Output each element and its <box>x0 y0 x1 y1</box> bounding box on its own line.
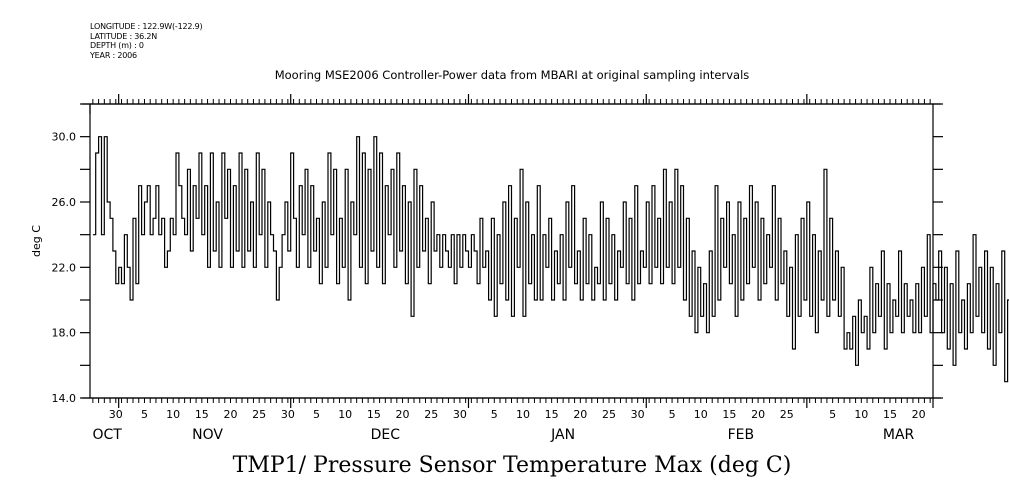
y-axis-label: deg C <box>30 225 43 257</box>
month-label: NOV <box>192 427 223 443</box>
x-tick-label: 30 <box>281 408 295 421</box>
x-tick-label: 5 <box>491 408 498 421</box>
x-tick-label: 10 <box>854 408 868 421</box>
x-tick-label: 25 <box>424 408 438 421</box>
x-tick-label: 10 <box>338 408 352 421</box>
x-tick-label: 25 <box>602 408 616 421</box>
x-tick-label: 10 <box>694 408 708 421</box>
x-tick-label: 20 <box>573 408 587 421</box>
month-label: JAN <box>550 427 575 443</box>
x-tick-label: 20 <box>224 408 238 421</box>
chart-title: Mooring MSE2006 Controller-Power data fr… <box>274 68 750 82</box>
x-tick-label: 10 <box>166 408 180 421</box>
y-tick-label: 26.0 <box>52 196 77 209</box>
y-tick-label: 30.0 <box>52 131 77 144</box>
x-tick-label: 15 <box>722 408 736 421</box>
axes <box>80 94 943 408</box>
year-text: YEAR : 2006 <box>90 50 137 60</box>
month-label: FEB <box>728 427 755 443</box>
x-tick-label: 5 <box>141 408 148 421</box>
month-label: MAR <box>883 427 915 443</box>
series-line-tmp1 <box>92 136 1009 383</box>
latitude-text: LATITUDE : 36.2N <box>90 31 158 41</box>
x-tick-label: 25 <box>780 408 794 421</box>
y-tick-label: 22.0 <box>52 261 77 274</box>
depth-text: DEPTH (m) : 0 <box>90 41 144 50</box>
x-tick-label: 30 <box>109 408 123 421</box>
labels-group: 14.0 18.0 22.0 26.0 30.0 deg C 30 5 10 15 20 25 30 5 1… <box>30 131 926 443</box>
x-axis-title: TMP1/ Pressure Sensor Temperature Max (d… <box>232 453 792 478</box>
x-tick-label: 5 <box>829 408 836 421</box>
x-tick-label: 15 <box>545 408 559 421</box>
x-tick-label: 20 <box>751 408 765 421</box>
x-tick-label: 25 <box>252 408 266 421</box>
metadata-block: LONGITUDE : 122.9W(-122.9) LATITUDE : 36… <box>90 22 203 60</box>
x-tick-label: 5 <box>313 408 320 421</box>
x-tick-label: 20 <box>396 408 410 421</box>
x-tick-label: 15 <box>367 408 381 421</box>
x-tick-label: 10 <box>516 408 530 421</box>
x-tick-label: 15 <box>195 408 209 421</box>
x-tick-label: 5 <box>669 408 676 421</box>
x-tick-label: 30 <box>631 408 645 421</box>
longitude-text: LONGITUDE : 122.9W(-122.9) <box>90 22 203 31</box>
month-label: DEC <box>371 427 401 443</box>
x-tick-label: 30 <box>453 408 467 421</box>
x-tick-label: 15 <box>883 408 897 421</box>
y-tick-label: 14.0 <box>52 392 77 405</box>
month-label: OCT <box>93 427 123 443</box>
series-group <box>92 136 1009 383</box>
y-tick-label: 18.0 <box>52 327 77 340</box>
x-tick-label: 20 <box>912 408 926 421</box>
